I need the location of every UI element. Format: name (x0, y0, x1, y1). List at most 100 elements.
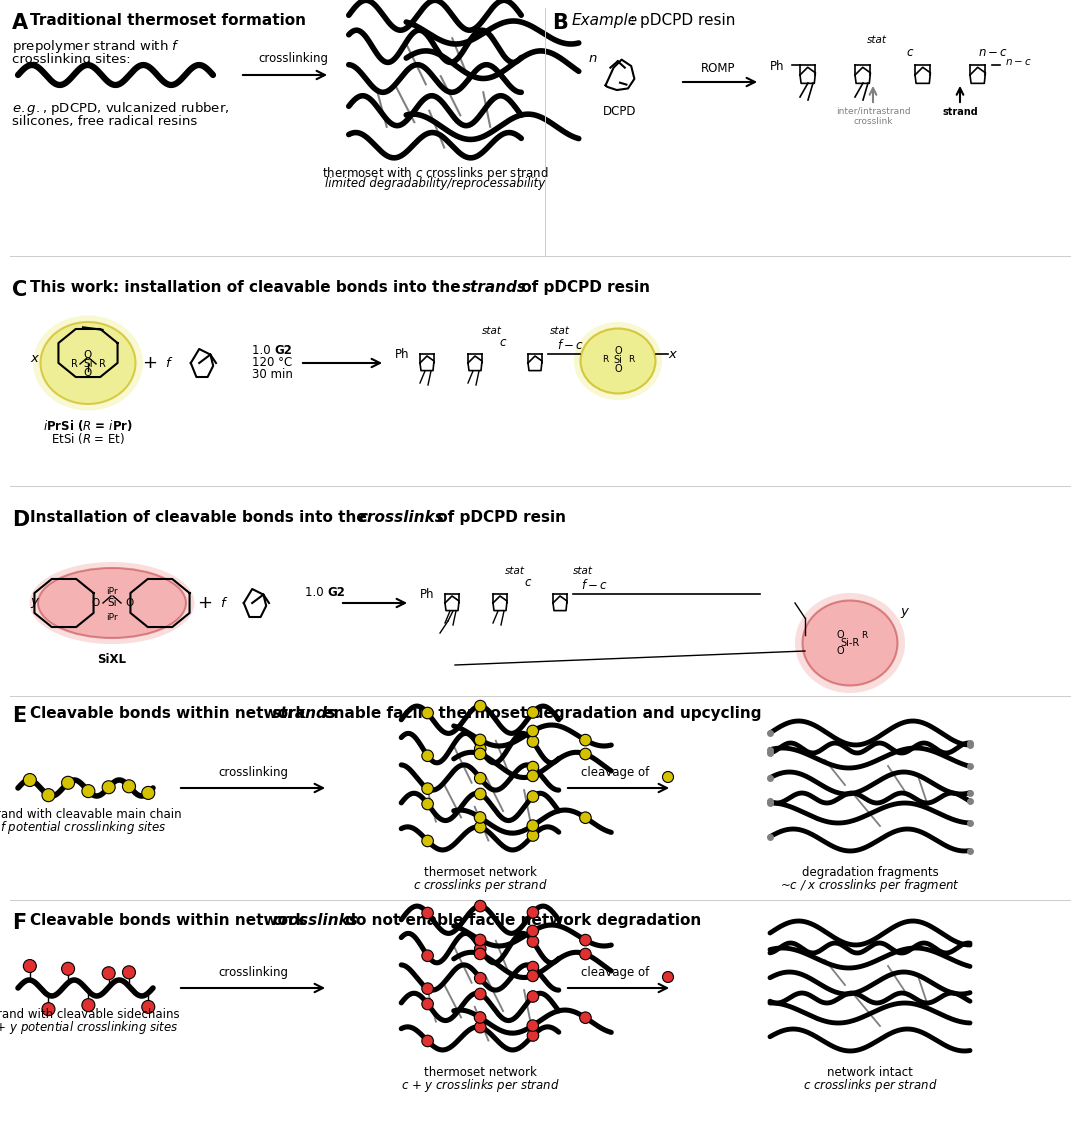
Text: E: E (12, 706, 26, 726)
Text: network intact: network intact (827, 1066, 913, 1079)
Text: R: R (861, 631, 867, 640)
Text: strand with cleavable sidechains: strand with cleavable sidechains (0, 1008, 179, 1021)
Text: limited degradability/reprocessability: limited degradability/reprocessability (325, 177, 545, 190)
Circle shape (527, 1030, 539, 1041)
Text: O: O (91, 598, 99, 608)
Text: $x$: $x$ (30, 352, 40, 364)
Circle shape (580, 934, 591, 946)
Text: O: O (836, 646, 843, 656)
Text: of pDCPD resin: of pDCPD resin (432, 510, 566, 525)
Circle shape (422, 707, 433, 719)
Text: R: R (627, 355, 634, 364)
Text: thermoset with $c$ crosslinks per strand: thermoset with $c$ crosslinks per strand (322, 165, 549, 182)
Circle shape (82, 998, 95, 1012)
Text: ROMP: ROMP (701, 62, 735, 74)
Text: Ph: Ph (420, 589, 434, 601)
Text: Installation of cleavable bonds into the: Installation of cleavable bonds into the (30, 510, 372, 525)
Circle shape (422, 835, 433, 847)
Text: O: O (836, 631, 843, 640)
Text: strands: strands (462, 280, 527, 296)
Text: : pDCPD resin: : pDCPD resin (630, 14, 735, 28)
Text: $c$: $c$ (906, 46, 914, 60)
Text: $n-c$: $n-c$ (977, 46, 1008, 60)
Circle shape (62, 776, 75, 790)
Circle shape (580, 812, 591, 823)
Circle shape (474, 821, 486, 832)
Circle shape (422, 950, 433, 961)
Text: crosslinking: crosslinking (218, 966, 288, 979)
Text: crosslinking: crosslinking (218, 766, 288, 779)
Circle shape (474, 788, 486, 800)
Circle shape (527, 990, 539, 1003)
Text: Si-R: Si-R (840, 638, 860, 647)
Text: Traditional thermoset formation: Traditional thermoset formation (30, 14, 306, 28)
Text: thermoset network: thermoset network (423, 866, 537, 879)
Text: 1.0: 1.0 (305, 587, 332, 599)
Circle shape (474, 773, 486, 784)
Text: $y$: $y$ (900, 606, 910, 620)
Text: 30 min: 30 min (252, 368, 293, 380)
Ellipse shape (29, 562, 194, 644)
Circle shape (62, 962, 75, 976)
Circle shape (122, 779, 135, 793)
Text: $x$: $x$ (669, 349, 678, 361)
Circle shape (422, 998, 433, 1010)
Text: Example: Example (572, 14, 638, 28)
Text: crosslinks: crosslinks (357, 510, 444, 525)
Circle shape (527, 936, 539, 948)
Text: $f-c$: $f-c$ (581, 578, 607, 592)
Text: C: C (12, 280, 27, 300)
Text: strands: strands (272, 706, 337, 721)
Text: stat: stat (867, 35, 887, 45)
Text: crosslink: crosslink (853, 117, 893, 126)
Text: $y$: $y$ (30, 596, 40, 610)
Text: +: + (143, 354, 158, 372)
Text: A: A (12, 14, 28, 33)
Text: $c$ crosslinks per strand: $c$ crosslinks per strand (413, 876, 548, 895)
Circle shape (474, 812, 486, 823)
Ellipse shape (581, 328, 656, 394)
Text: $n$: $n$ (588, 52, 597, 64)
Circle shape (422, 799, 433, 810)
Circle shape (422, 1036, 433, 1047)
Text: D: D (12, 510, 29, 530)
Circle shape (580, 734, 591, 746)
Text: 1.0: 1.0 (252, 344, 279, 356)
Text: F: F (12, 913, 26, 933)
Text: do not enable facile network degradation: do not enable facile network degradation (340, 913, 701, 928)
Circle shape (141, 1001, 154, 1013)
Text: $f$ + $y$ potential crosslinking sites: $f$ + $y$ potential crosslinking sites (0, 1019, 178, 1036)
Circle shape (474, 700, 486, 712)
Text: DCPD: DCPD (604, 105, 637, 118)
Text: stat: stat (482, 326, 502, 336)
Text: silicones, free radical resins: silicones, free radical resins (12, 115, 198, 127)
Circle shape (42, 788, 55, 802)
Text: stat: stat (505, 566, 525, 576)
Text: strand: strand (942, 107, 977, 117)
Text: $f$ potential crosslinking sites: $f$ potential crosslinking sites (0, 819, 166, 836)
Text: Si: Si (107, 598, 117, 608)
Circle shape (474, 988, 486, 999)
Text: O: O (615, 346, 622, 356)
Circle shape (527, 907, 539, 918)
Text: thermoset network: thermoset network (423, 1066, 537, 1079)
Text: Ph: Ph (770, 61, 784, 73)
Text: of pDCPD resin: of pDCPD resin (516, 280, 650, 296)
Circle shape (527, 735, 539, 748)
Text: stat: stat (573, 566, 593, 576)
Circle shape (527, 725, 539, 737)
Circle shape (474, 734, 486, 746)
Text: +: + (198, 594, 213, 613)
Circle shape (527, 820, 539, 831)
Text: $e.g.$, pDCPD, vulcanized rubber,: $e.g.$, pDCPD, vulcanized rubber, (12, 100, 229, 117)
Text: O: O (615, 364, 622, 374)
Circle shape (474, 943, 486, 954)
Text: 120 °C: 120 °C (252, 355, 293, 369)
Text: crosslinks: crosslinks (272, 913, 357, 928)
Circle shape (422, 750, 433, 761)
Ellipse shape (33, 316, 143, 411)
Text: stat: stat (550, 326, 570, 336)
Circle shape (24, 774, 37, 786)
Circle shape (422, 783, 433, 794)
Text: Cleavable bonds within network: Cleavable bonds within network (30, 913, 311, 928)
